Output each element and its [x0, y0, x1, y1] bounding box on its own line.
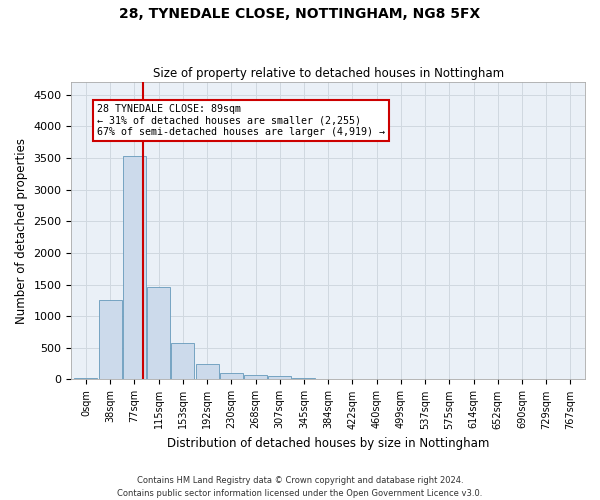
Bar	[196, 364, 218, 380]
Text: 28, TYNEDALE CLOSE, NOTTINGHAM, NG8 5FX: 28, TYNEDALE CLOSE, NOTTINGHAM, NG8 5FX	[119, 8, 481, 22]
Bar	[74, 378, 97, 380]
Text: Contains HM Land Registry data © Crown copyright and database right 2024.
Contai: Contains HM Land Registry data © Crown c…	[118, 476, 482, 498]
Bar	[98, 300, 122, 380]
Bar	[172, 342, 194, 380]
Bar	[292, 378, 316, 380]
X-axis label: Distribution of detached houses by size in Nottingham: Distribution of detached houses by size …	[167, 437, 490, 450]
Bar	[147, 287, 170, 380]
Bar	[268, 376, 291, 380]
Bar	[317, 379, 340, 380]
Bar	[220, 373, 243, 380]
Text: 28 TYNEDALE CLOSE: 89sqm
← 31% of detached houses are smaller (2,255)
67% of sem: 28 TYNEDALE CLOSE: 89sqm ← 31% of detach…	[97, 104, 385, 138]
Y-axis label: Number of detached properties: Number of detached properties	[15, 138, 28, 324]
Bar	[244, 374, 267, 380]
Bar	[123, 156, 146, 380]
Title: Size of property relative to detached houses in Nottingham: Size of property relative to detached ho…	[152, 66, 504, 80]
